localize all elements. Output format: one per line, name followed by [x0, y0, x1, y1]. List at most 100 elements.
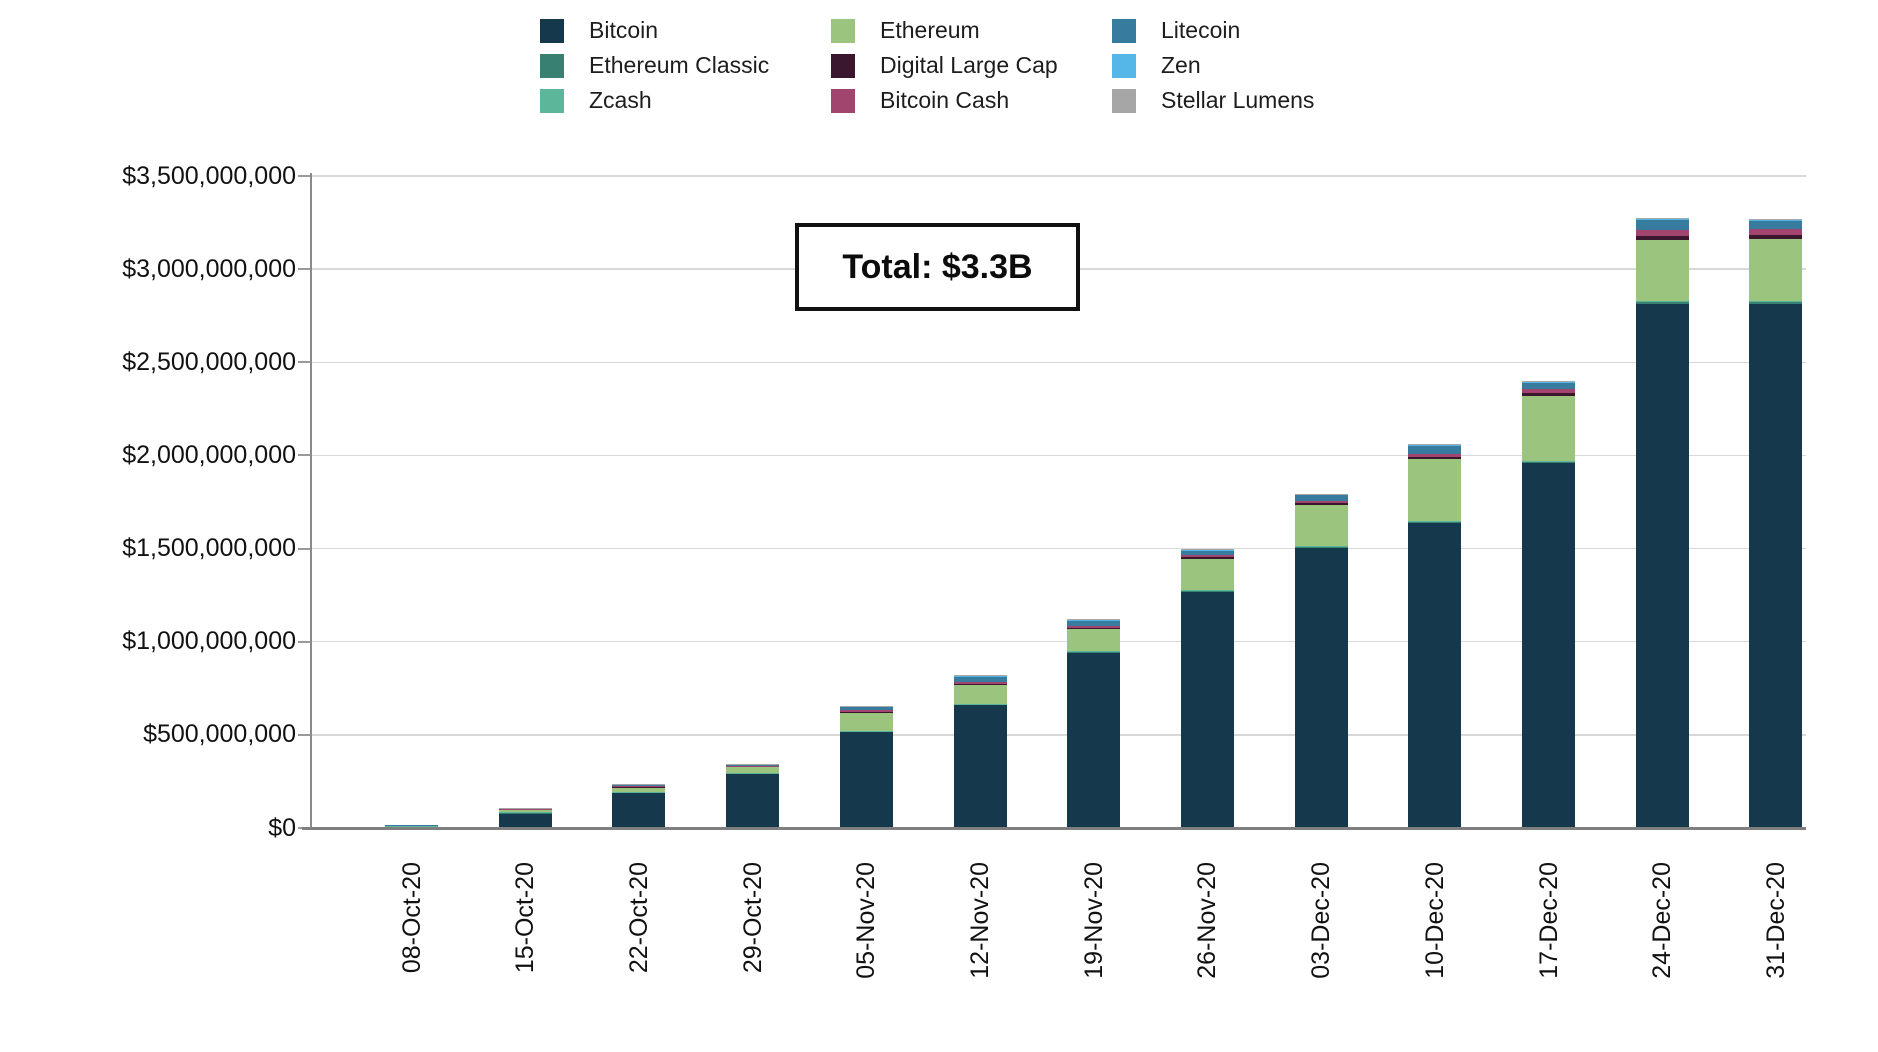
bar-segment-bitcoin — [726, 773, 780, 828]
bar-segment-zen — [1749, 220, 1803, 222]
bar-segment-litecoin — [1635, 220, 1689, 231]
y-tick-label: $3,500,000,000 — [122, 161, 296, 190]
bar-segment-stellar-lumens — [1294, 493, 1348, 495]
bar-segment-bitcoin — [1408, 523, 1462, 828]
bar-segment-ethereum — [1749, 239, 1803, 302]
bar-segment-ethereum-classic — [1180, 590, 1234, 592]
bar-segment-ethereum — [1180, 559, 1234, 591]
bar-segment-bitcoin — [612, 792, 666, 828]
bar-segment-ethereum-classic — [1294, 546, 1348, 548]
bar-segment-zcash — [1180, 590, 1234, 591]
legend-swatch-zen — [1112, 54, 1136, 78]
gridline — [311, 454, 1806, 457]
bar-segment-digital-large-cap — [612, 786, 666, 788]
bar-segment-litecoin — [1180, 550, 1234, 556]
legend-swatch-stellar-lumens — [1112, 89, 1136, 113]
x-tick-label: 22-Oct-20 — [624, 862, 653, 974]
bar-segment-ethereum — [1294, 504, 1348, 546]
bar-segment-ethereum — [1067, 629, 1121, 652]
gridline — [311, 361, 1806, 364]
x-tick-label: 26-Nov-20 — [1193, 862, 1222, 979]
bar-segment-ethereum-classic — [1522, 461, 1575, 464]
bar-segment-digital-large-cap — [1067, 627, 1121, 630]
bar-segment-ethereum — [1635, 240, 1689, 302]
x-tick-label: 24-Dec-20 — [1648, 862, 1677, 979]
x-tick-label: 12-Nov-20 — [966, 862, 994, 979]
legend-swatch-bitcoin — [540, 19, 564, 43]
bar-segment-bitcoin-cash — [612, 785, 666, 787]
x-axis-line — [302, 827, 1806, 830]
bar-segment-stellar-lumens — [1067, 619, 1121, 620]
bar-segment-litecoin — [498, 808, 552, 809]
x-tick-label: 08-Oct-20 — [397, 862, 426, 974]
legend-label-bitcoin: Bitcoin — [589, 17, 659, 43]
bar-segment-ethereum — [953, 684, 1007, 704]
bar-segment-digital-large-cap — [1522, 392, 1575, 396]
bar-segment-stellar-lumens — [1408, 444, 1462, 445]
bar-segment-ethereum — [1522, 395, 1575, 461]
bar-segment-bitcoin-cash — [839, 709, 893, 712]
bar-segment-bitcoin — [1635, 303, 1689, 828]
bar-segment-stellar-lumens — [1635, 218, 1689, 220]
bar-segment-digital-large-cap — [1294, 502, 1348, 505]
gridline — [311, 547, 1806, 550]
bar-segment-zen — [1635, 219, 1689, 221]
bar-segment-bitcoin-cash — [1067, 626, 1121, 628]
bar-segment-zen — [1408, 444, 1462, 446]
bar-segment-bitcoin — [839, 732, 893, 828]
y-axis-tick — [298, 733, 311, 736]
y-tick-label: $2,000,000,000 — [122, 440, 296, 469]
x-tick-label: 10-Dec-20 — [1420, 862, 1449, 979]
bar-segment-bitcoin — [1067, 653, 1121, 828]
x-tick-label: 03-Dec-20 — [1307, 862, 1336, 979]
legend-swatch-bitcoin-cash — [831, 89, 855, 113]
bar-segment-zcash — [1749, 301, 1803, 303]
legend-label-ethereum-classic: Ethereum Classic — [589, 52, 770, 78]
legend-label-zcash: Zcash — [589, 87, 652, 113]
bar-segment-litecoin — [1522, 382, 1575, 389]
bar-segment-bitcoin-cash — [1408, 453, 1462, 457]
bar-segment-digital-large-cap — [1180, 557, 1234, 560]
bar-segment-litecoin — [953, 676, 1007, 683]
bar-segment-bitcoin — [498, 812, 552, 828]
bar-segment-zen — [1180, 549, 1234, 551]
legend-swatch-ethereum-classic — [540, 54, 564, 78]
bar-segment-bitcoin-cash — [1294, 500, 1348, 503]
y-tick-label: $1,500,000,000 — [122, 534, 296, 563]
legend-label-stellar-lumens: Stellar Lumens — [1161, 87, 1315, 113]
gridline — [311, 734, 1806, 736]
x-tick-label: 05-Nov-20 — [852, 862, 881, 979]
bar-segment-zcash — [1522, 460, 1575, 462]
bar-segment-zcash — [1408, 520, 1462, 522]
bar-segment-litecoin — [1408, 445, 1462, 454]
bar-segment-zcash — [1067, 651, 1121, 652]
x-tick-label: 15-Oct-20 — [511, 862, 540, 974]
gridline — [311, 175, 1806, 177]
x-tick-label: 31-Dec-20 — [1761, 862, 1790, 979]
bar-segment-zen — [1067, 619, 1121, 621]
x-tick-label: 17-Dec-20 — [1534, 862, 1563, 979]
bar-segment-litecoin — [612, 784, 666, 786]
legend-swatch-zcash — [540, 89, 564, 113]
bar-segment-digital-large-cap — [953, 683, 1007, 685]
legend-label-zen: Zen — [1161, 52, 1201, 78]
bar-segment-digital-large-cap — [1408, 456, 1462, 459]
y-axis-tick — [298, 454, 311, 457]
bar-segment-litecoin — [726, 764, 780, 766]
legend-swatch-litecoin — [1112, 19, 1136, 43]
bar-segment-ethereum-classic — [1635, 302, 1689, 304]
y-tick-label: $2,500,000,000 — [122, 347, 296, 376]
y-tick-label: $1,000,000,000 — [122, 627, 296, 656]
y-tick-label: $500,000,000 — [143, 720, 296, 749]
y-tick-label: $0 — [268, 813, 296, 842]
legend-swatch-digital-large-cap — [831, 54, 855, 78]
bar-segment-ethereum — [1408, 458, 1462, 521]
bar-segment-bitcoin — [1749, 303, 1803, 828]
bar-segment-ethereum-classic — [839, 731, 893, 733]
bar-segment-zcash — [1635, 301, 1689, 303]
legend-label-digital-large-cap: Digital Large Cap — [880, 52, 1058, 78]
legend-swatch-ethereum — [831, 19, 855, 43]
y-axis-tick — [298, 547, 311, 550]
bar-segment-digital-large-cap — [1749, 235, 1803, 240]
